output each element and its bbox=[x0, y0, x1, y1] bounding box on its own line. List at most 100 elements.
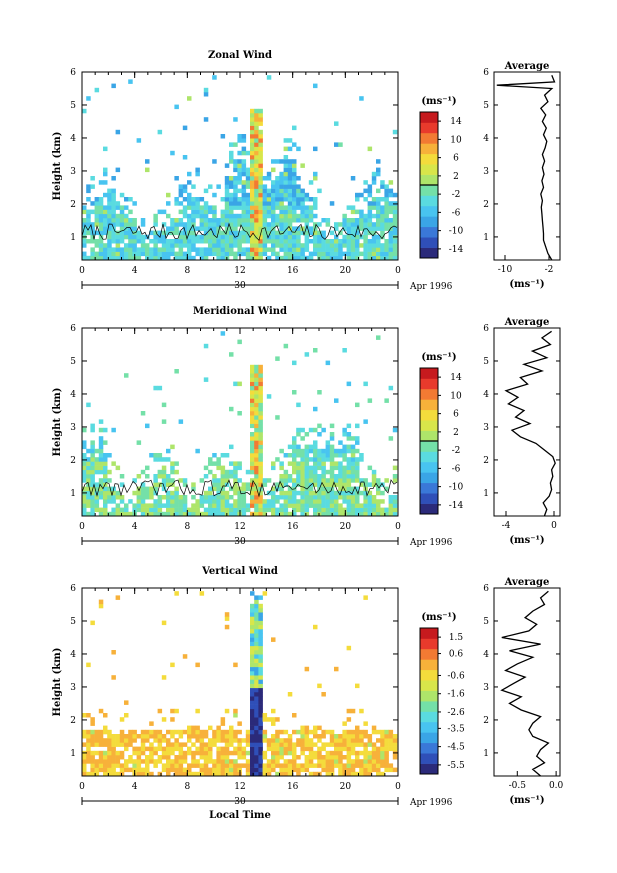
average-title: Average bbox=[504, 61, 550, 72]
colorbar-swatch bbox=[420, 493, 438, 504]
x-tick-label: 4 bbox=[132, 782, 138, 792]
average-y-label: 5 bbox=[483, 101, 489, 111]
y-axis-label: Height (km) bbox=[52, 388, 63, 457]
average-title: Average bbox=[504, 317, 550, 328]
average-y-label: 5 bbox=[483, 357, 489, 367]
colorbar-swatch bbox=[420, 638, 438, 650]
x-tick-label: 8 bbox=[184, 522, 190, 532]
colorbar-swatch bbox=[420, 732, 438, 744]
average-profile: Average 1 2 3 4 5 6 -10 -2(ms⁻¹) bbox=[483, 61, 561, 290]
y-tick-label: 2 bbox=[70, 456, 76, 466]
y-tick-label: 4 bbox=[70, 390, 76, 400]
colorbar-label: -14 bbox=[449, 501, 464, 511]
colorbar-swatch bbox=[420, 763, 438, 775]
colorbar-swatch bbox=[420, 441, 438, 452]
average-xlabel: (ms⁻¹) bbox=[509, 535, 544, 546]
average-y-label: 6 bbox=[483, 584, 489, 594]
colorbar-label: -14 bbox=[449, 245, 464, 255]
date-month-label: Apr 1996 bbox=[409, 798, 453, 808]
x-tick-label: 0 bbox=[79, 522, 85, 532]
colorbar-unit: (ms⁻¹) bbox=[421, 352, 456, 363]
y-tick-label: 1 bbox=[70, 233, 76, 243]
colorbar-swatch bbox=[420, 503, 438, 515]
average-y-label: 4 bbox=[483, 134, 489, 144]
colorbar-label: 6 bbox=[453, 154, 459, 164]
colorbar-swatch bbox=[420, 430, 438, 442]
y-tick-label: 5 bbox=[70, 357, 76, 367]
colorbar-swatch bbox=[420, 226, 438, 238]
y-tick-label: 3 bbox=[70, 423, 76, 433]
average-line bbox=[500, 590, 550, 777]
colorbar-swatch bbox=[420, 237, 438, 248]
x-tick-label: 0 bbox=[79, 782, 85, 792]
colorbar-swatch bbox=[420, 721, 438, 733]
colorbar-swatch bbox=[420, 399, 438, 411]
average-y-label: 1 bbox=[483, 749, 489, 759]
colorbar-swatch bbox=[420, 659, 438, 671]
average-y-label: 6 bbox=[483, 324, 489, 334]
x-tick-label: 12 bbox=[234, 522, 245, 532]
colorbar-swatch bbox=[420, 185, 438, 196]
average-y-label: 5 bbox=[483, 617, 489, 627]
colorbar-label: -0.6 bbox=[447, 671, 465, 681]
colorbar-swatch bbox=[420, 451, 438, 463]
colorbar-label: 6 bbox=[453, 410, 459, 420]
average-x-label: 0 bbox=[551, 521, 557, 531]
colorbar-swatch bbox=[420, 143, 438, 155]
colorbar-swatch bbox=[420, 388, 438, 400]
average-line bbox=[504, 330, 556, 517]
date-day-label: 30 bbox=[234, 537, 246, 547]
average-y-label: 2 bbox=[483, 716, 489, 726]
colorbar-label: -2.6 bbox=[447, 708, 465, 718]
average-y-label: 4 bbox=[483, 390, 489, 400]
colorbar-swatch bbox=[420, 669, 438, 681]
colorbar-swatch bbox=[420, 701, 438, 712]
heatmap-cells bbox=[82, 331, 398, 517]
average-frame bbox=[493, 71, 561, 261]
y-tick-label: 4 bbox=[70, 650, 76, 660]
colorbar-swatch bbox=[420, 461, 438, 473]
colorbar-swatch bbox=[420, 368, 438, 379]
x-tick-label: 0 bbox=[395, 782, 401, 792]
colorbar-unit: (ms⁻¹) bbox=[421, 96, 456, 107]
colorbar-label: 2 bbox=[453, 172, 459, 182]
y-axis-label: Height (km) bbox=[52, 132, 63, 201]
x-tick-label: 12 bbox=[234, 266, 245, 276]
x-tick-label: 16 bbox=[287, 782, 299, 792]
colorbar-label: 0.6 bbox=[449, 650, 464, 660]
colorbar-swatch bbox=[420, 122, 438, 134]
average-x-label: -0.5 bbox=[509, 781, 527, 791]
average-y-label: 3 bbox=[483, 683, 489, 693]
colorbar-label: -2 bbox=[452, 190, 461, 200]
colorbar-swatch bbox=[420, 174, 438, 186]
colorbar-label: 14 bbox=[450, 373, 462, 383]
colorbar-swatch bbox=[420, 690, 438, 702]
average-title: Average bbox=[504, 577, 550, 588]
colorbar-swatch bbox=[420, 153, 438, 165]
y-tick-label: 2 bbox=[70, 200, 76, 210]
y-tick-label: 6 bbox=[70, 584, 76, 594]
average-xlabel: (ms⁻¹) bbox=[509, 279, 544, 290]
x-tick-label: 16 bbox=[287, 266, 299, 276]
chart-title: Vertical Wind bbox=[201, 566, 278, 577]
x-tick-label: 8 bbox=[184, 266, 190, 276]
average-y-label: 6 bbox=[483, 68, 489, 78]
average-xlabel: (ms⁻¹) bbox=[509, 795, 544, 806]
x-tick-label: 4 bbox=[132, 266, 138, 276]
colorbar-label: 14 bbox=[450, 117, 462, 127]
colorbar-label: -5.5 bbox=[447, 761, 465, 771]
average-line bbox=[496, 75, 556, 261]
average-x-label: -10 bbox=[498, 265, 513, 275]
x-tick-label: 0 bbox=[79, 266, 85, 276]
average-y-label: 4 bbox=[483, 650, 489, 660]
average-x-label: -2 bbox=[545, 265, 554, 275]
y-tick-label: 3 bbox=[70, 167, 76, 177]
date-day-label: 30 bbox=[234, 797, 246, 807]
colorbar-label: -6 bbox=[452, 464, 461, 474]
colorbar-swatch bbox=[420, 195, 438, 207]
colorbar-swatch bbox=[420, 378, 438, 390]
colorbar-swatch bbox=[420, 753, 438, 764]
